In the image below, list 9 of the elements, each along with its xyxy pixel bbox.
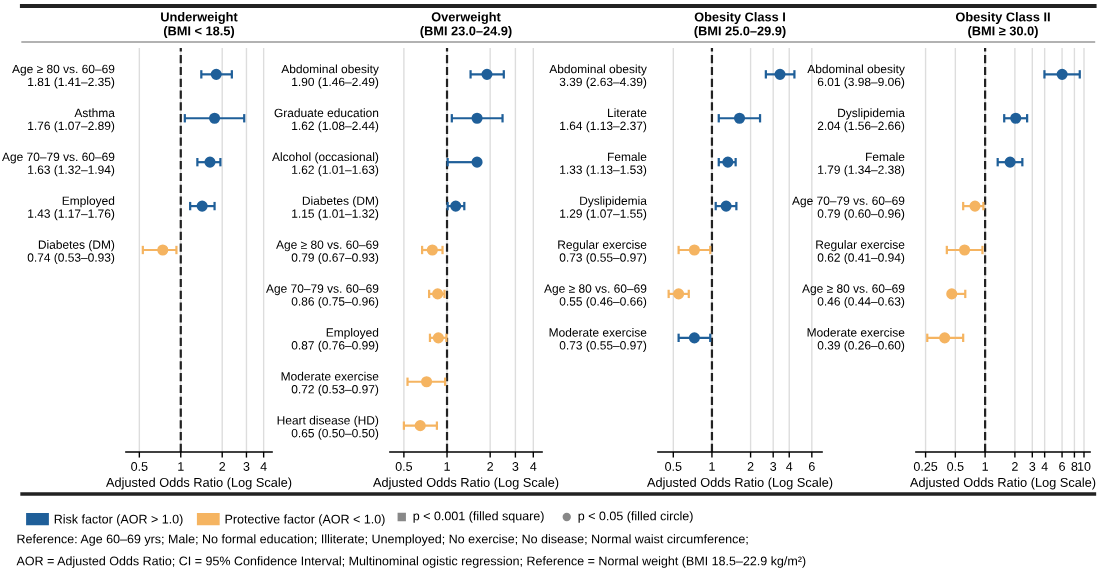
point <box>210 68 222 80</box>
point <box>471 112 483 124</box>
point <box>204 156 216 168</box>
point <box>426 244 438 256</box>
point <box>471 156 483 168</box>
point <box>209 112 221 124</box>
point <box>157 244 169 256</box>
point <box>421 376 433 388</box>
point <box>432 332 444 344</box>
